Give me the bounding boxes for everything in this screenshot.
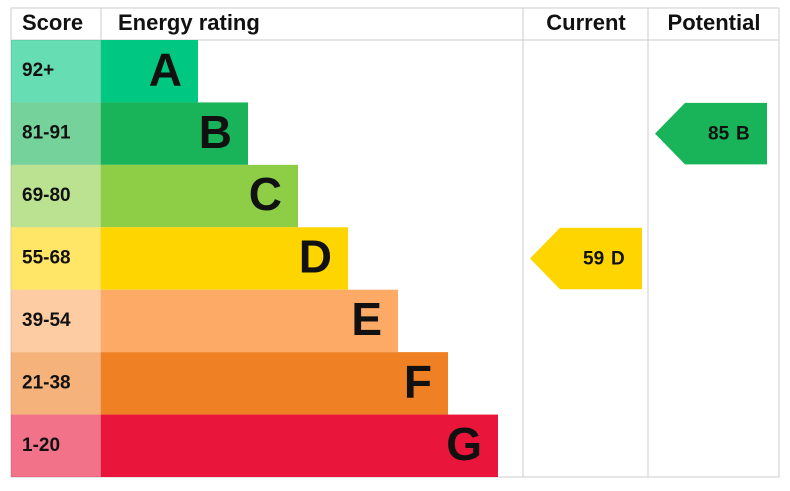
rating-letter: B — [199, 106, 232, 158]
score-cell-bg — [11, 102, 101, 165]
current-rating: D — [611, 249, 625, 270]
rating-bar — [101, 102, 248, 165]
score-cell-bg — [11, 40, 101, 103]
score-label: 92+ — [22, 60, 54, 81]
score-cell-bg — [11, 414, 101, 477]
rating-bar — [101, 164, 298, 228]
score-label: 69-80 — [22, 185, 71, 206]
rating-bar — [101, 289, 398, 353]
rating-bar — [101, 227, 348, 290]
rating-letter: A — [149, 43, 182, 95]
rating-bar — [101, 414, 498, 477]
rating-letter: E — [351, 293, 382, 345]
current-score: 59 — [583, 249, 604, 270]
current-header: Current — [546, 10, 626, 35]
score-cell-bg — [11, 164, 101, 228]
rating-letter: G — [446, 418, 482, 470]
rating-letter: C — [249, 168, 282, 220]
potential-arrow — [655, 102, 767, 165]
rating-bar — [101, 40, 198, 103]
rating-letter: D — [299, 231, 332, 283]
score-label: 55-68 — [22, 248, 71, 269]
score-cell-bg — [11, 227, 101, 290]
score-label: 1-20 — [22, 435, 60, 456]
score-label: 39-54 — [22, 310, 71, 331]
rating-bar — [101, 352, 448, 415]
score-header: Score — [22, 10, 83, 35]
current-arrow — [530, 227, 642, 290]
potential-score: 85 — [708, 124, 730, 145]
score-label: 81-91 — [22, 123, 71, 144]
rating-header: Energy rating — [118, 10, 260, 35]
rating-letter: F — [404, 356, 432, 408]
score-label: 21-38 — [22, 372, 71, 393]
potential-header: Potential — [668, 10, 761, 35]
score-cell-bg — [11, 289, 101, 353]
potential-rating: B — [736, 124, 750, 145]
score-cell-bg — [11, 352, 101, 415]
